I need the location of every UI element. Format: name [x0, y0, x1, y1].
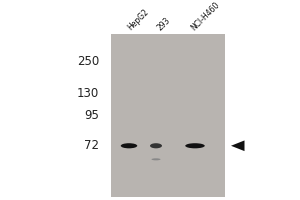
Text: 130: 130 — [77, 87, 99, 100]
Ellipse shape — [121, 143, 137, 148]
Ellipse shape — [150, 143, 162, 148]
Text: 72: 72 — [84, 139, 99, 152]
Text: NCI-H460: NCI-H460 — [189, 0, 221, 32]
Text: 95: 95 — [84, 109, 99, 122]
Text: 250: 250 — [77, 55, 99, 68]
Text: HepG2: HepG2 — [126, 8, 151, 32]
Ellipse shape — [152, 158, 160, 160]
Bar — [111, 34, 225, 197]
Text: 293: 293 — [156, 16, 172, 32]
Polygon shape — [231, 140, 244, 151]
Ellipse shape — [185, 143, 205, 148]
